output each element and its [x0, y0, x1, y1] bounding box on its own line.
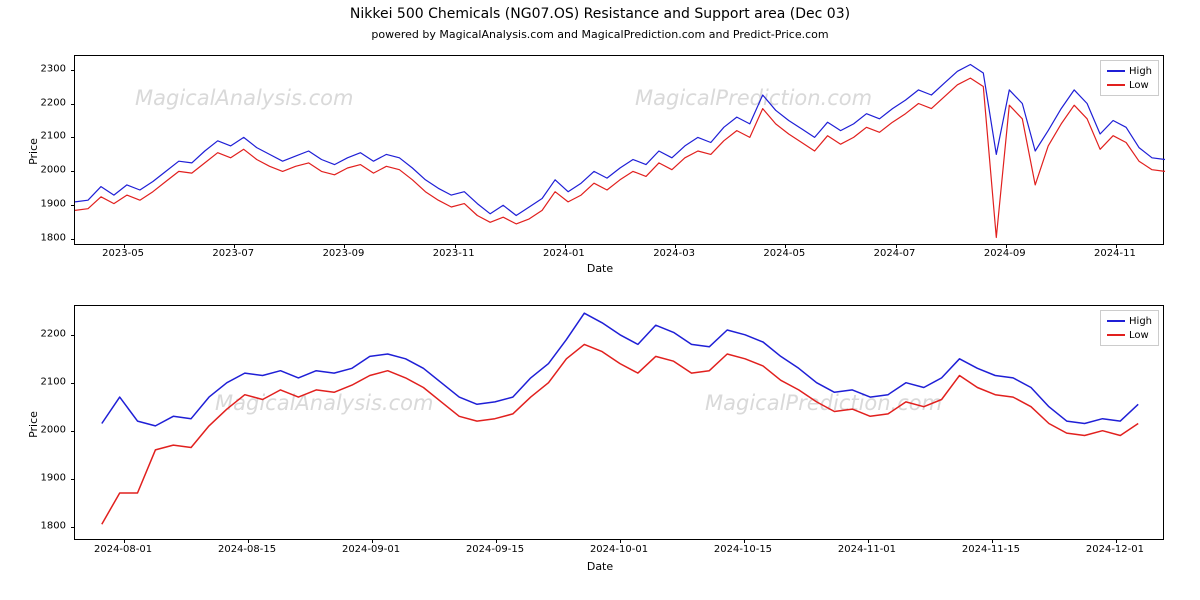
legend-label: Low: [1129, 80, 1149, 91]
chart-subtitle: powered by MagicalAnalysis.com and Magic…: [0, 28, 1200, 41]
legend-item-low: Low: [1107, 328, 1152, 342]
legend: High Low: [1100, 310, 1159, 346]
legend-swatch: [1107, 334, 1125, 336]
top-chart-plot: [75, 56, 1163, 244]
bottom-chart-plot: [75, 306, 1163, 539]
legend-item-high: High: [1107, 314, 1152, 328]
legend-swatch: [1107, 70, 1125, 72]
legend-label: High: [1129, 66, 1152, 77]
legend-swatch: [1107, 84, 1125, 86]
legend-item-low: Low: [1107, 78, 1152, 92]
top-chart-panel: MagicalAnalysis.com MagicalPrediction.co…: [74, 55, 1164, 245]
legend-label: Low: [1129, 330, 1149, 341]
bottom-chart-panel: MagicalAnalysis.com MagicalPrediction.co…: [74, 305, 1164, 540]
legend-swatch: [1107, 320, 1125, 322]
x-tick-labels: 2024-08-012024-08-152024-09-012024-09-15…: [74, 544, 1164, 558]
figure: Nikkei 500 Chemicals (NG07.OS) Resistanc…: [0, 0, 1200, 600]
x-axis-label: Date: [0, 560, 1200, 573]
chart-title: Nikkei 500 Chemicals (NG07.OS) Resistanc…: [0, 6, 1200, 22]
legend-item-high: High: [1107, 64, 1152, 78]
y-tick-labels: 180019002000210022002300: [0, 55, 70, 245]
legend: High Low: [1100, 60, 1159, 96]
x-tick-labels: 2023-052023-072023-092023-112024-012024-…: [74, 248, 1164, 262]
y-tick-labels: 18001900200021002200: [0, 305, 70, 540]
legend-label: High: [1129, 316, 1152, 327]
x-axis-label: Date: [0, 262, 1200, 275]
